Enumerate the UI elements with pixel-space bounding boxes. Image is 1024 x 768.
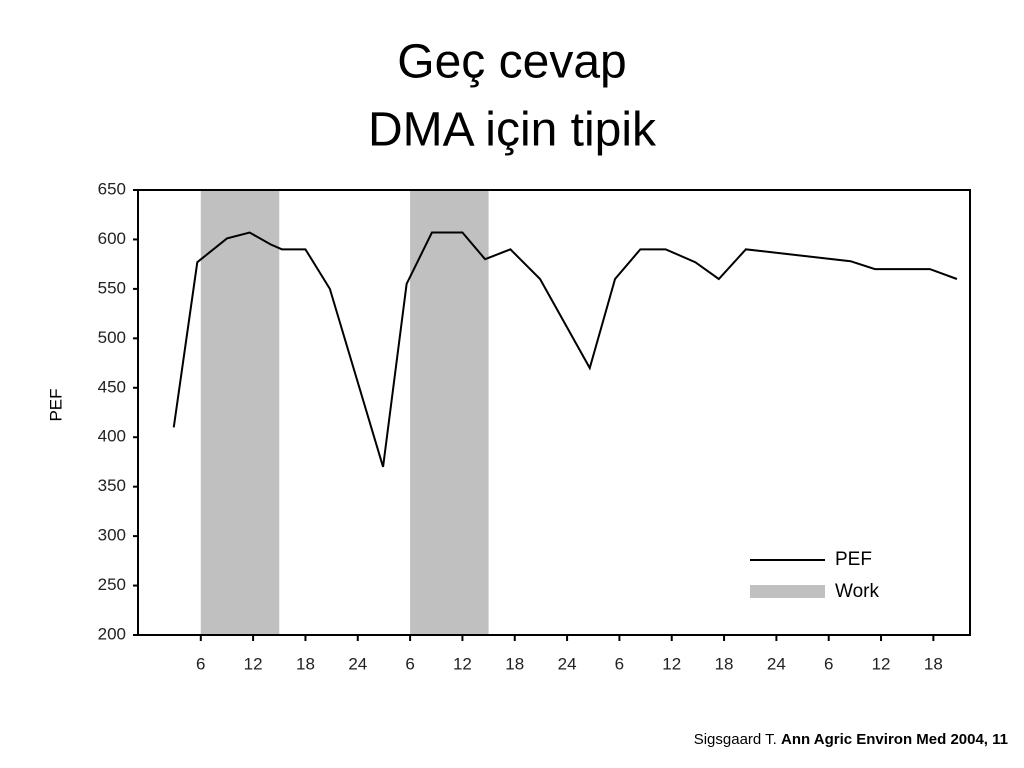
x-tick-label: 18 xyxy=(505,654,524,673)
x-tick-label: 24 xyxy=(348,654,367,673)
citation-source: Ann Agric Environ Med 2004, 11 xyxy=(781,731,1008,748)
y-tick-label: 600 xyxy=(98,229,126,248)
y-tick-label: 550 xyxy=(98,278,126,297)
x-tick-label: 12 xyxy=(872,654,891,673)
x-tick-label: 24 xyxy=(767,654,786,673)
x-tick-label: 6 xyxy=(196,654,205,673)
x-tick-label: 18 xyxy=(715,654,734,673)
y-tick-label: 300 xyxy=(98,526,126,545)
x-tick-label: 18 xyxy=(296,654,315,673)
slide-title: Geç cevap xyxy=(397,36,626,89)
x-tick-label: 6 xyxy=(615,654,624,673)
slide-title: DMA için tipik xyxy=(368,104,657,157)
y-tick-label: 650 xyxy=(98,179,126,198)
x-tick-label: 6 xyxy=(405,654,414,673)
work-period xyxy=(200,190,280,635)
y-tick-label: 450 xyxy=(98,377,126,396)
x-tick-label: 18 xyxy=(924,654,943,673)
y-tick-label: 350 xyxy=(98,476,126,495)
x-tick-label: 12 xyxy=(662,654,681,673)
y-tick-label: 400 xyxy=(98,427,126,446)
work-period xyxy=(410,190,489,635)
plot-frame xyxy=(137,189,971,636)
citation-author: Sigsgaard T. xyxy=(694,731,777,748)
pef-line xyxy=(172,231,958,468)
citation: Sigsgaard T. Ann Agric Environ Med 2004,… xyxy=(694,731,1008,748)
legend-label: Work xyxy=(835,581,879,602)
x-tick-label: 12 xyxy=(453,654,472,673)
legend-label: PEF xyxy=(835,549,872,570)
y-tick-label: 250 xyxy=(98,575,126,594)
x-tick-label: 12 xyxy=(244,654,263,673)
x-tick-label: 24 xyxy=(558,654,577,673)
y-axis-label: PEF xyxy=(46,388,65,421)
legend-swatch xyxy=(750,585,825,598)
x-tick-label: 6 xyxy=(824,654,833,673)
y-tick-label: 500 xyxy=(98,328,126,347)
y-tick-label: 200 xyxy=(98,624,126,643)
